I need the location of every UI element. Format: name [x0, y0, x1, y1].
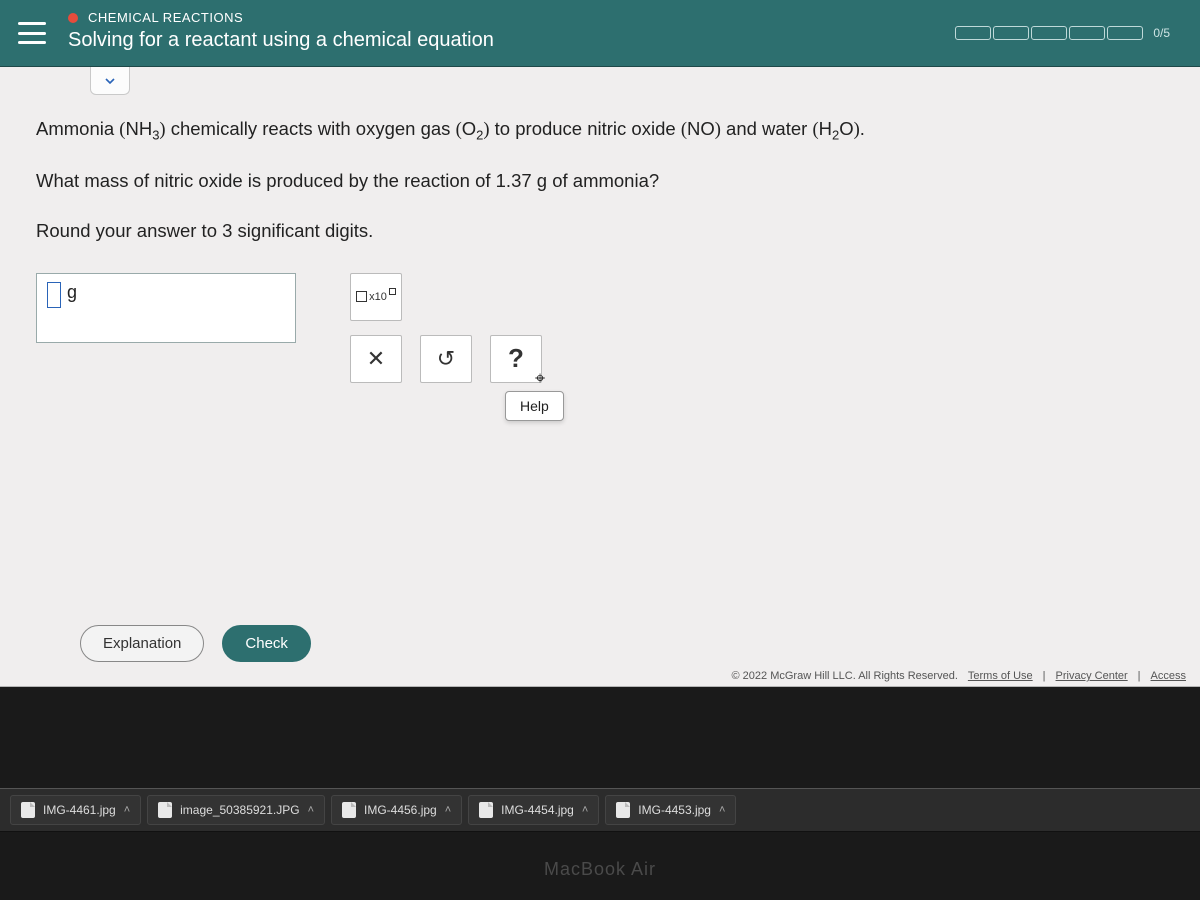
- download-item[interactable]: IMG-4454.jpg ˄: [468, 795, 599, 825]
- file-icon: [21, 802, 35, 818]
- record-dot-icon: [68, 13, 78, 23]
- file-icon: [342, 802, 356, 818]
- lesson-category: CHEMICAL REACTIONS: [88, 10, 243, 25]
- explanation-button[interactable]: Explanation: [80, 625, 204, 662]
- download-filename: IMG-4453.jpg: [638, 803, 711, 817]
- chevron-up-icon: ˄: [124, 804, 130, 816]
- download-filename: IMG-4461.jpg: [43, 803, 116, 817]
- q-text: and water: [726, 118, 812, 139]
- sci-notation-button[interactable]: x10: [350, 273, 402, 321]
- copyright-text: © 2022 McGraw Hill LLC. All Rights Reser…: [732, 670, 958, 682]
- file-icon: [479, 802, 493, 818]
- download-filename: IMG-4456.jpg: [364, 803, 437, 817]
- file-icon: [158, 802, 172, 818]
- menu-icon[interactable]: [18, 22, 46, 44]
- chevron-up-icon: ˄: [719, 804, 725, 816]
- tool-palette: x10 ✕ ↺ ? ⌖ Help: [350, 273, 542, 383]
- progress-boxes: [955, 26, 1143, 40]
- chevron-up-icon: ˄: [445, 804, 451, 816]
- divider: |: [1043, 670, 1046, 682]
- download-item[interactable]: IMG-4456.jpg ˄: [331, 795, 462, 825]
- device-label: MacBook Air: [544, 859, 656, 880]
- question-text: Ammonia (NH3) chemically reacts with oxy…: [36, 115, 1164, 245]
- q-text: Ammonia: [36, 118, 119, 139]
- formula-h2o-a: H: [819, 118, 832, 139]
- download-filename: IMG-4454.jpg: [501, 803, 574, 817]
- chevron-up-icon: ˄: [582, 804, 588, 816]
- help-button[interactable]: ?: [490, 335, 542, 383]
- download-item[interactable]: IMG-4461.jpg ˄: [10, 795, 141, 825]
- question-line2: What mass of nitric oxide is produced by…: [36, 167, 1164, 195]
- x10-label: x10: [369, 291, 387, 303]
- help-tooltip: Help: [505, 391, 564, 421]
- x-icon: ✕: [367, 346, 385, 372]
- lesson-header: CHEMICAL REACTIONS Solving for a reactan…: [0, 0, 1200, 67]
- exponent-box-icon: [389, 288, 396, 295]
- undo-icon: ↺: [437, 346, 455, 372]
- progress-label: 0/5: [1153, 26, 1170, 40]
- answer-input[interactable]: g: [36, 273, 296, 343]
- chevron-up-icon: ˄: [308, 804, 314, 816]
- formula-o2: O: [462, 118, 476, 139]
- q-text: to produce nitric oxide: [495, 118, 681, 139]
- chevron-down-icon: [102, 73, 118, 89]
- formula-h2o-b: O: [839, 118, 853, 139]
- q-text: chemically reacts with oxygen gas: [171, 118, 456, 139]
- question-mark-icon: ?: [508, 343, 524, 374]
- clear-button[interactable]: ✕: [350, 335, 402, 383]
- formula-nh3: NH: [125, 118, 152, 139]
- answer-unit: g: [67, 282, 77, 303]
- collapse-panel-button[interactable]: [90, 67, 130, 95]
- legal-footer: © 2022 McGraw Hill LLC. All Rights Reser…: [732, 670, 1186, 682]
- divider: |: [1138, 670, 1141, 682]
- progress-indicator: 0/5: [955, 26, 1170, 40]
- workspace: Ammonia (NH3) chemically reacts with oxy…: [0, 67, 1200, 687]
- placeholder-box-icon: [356, 291, 367, 302]
- question-line3: Round your answer to 3 significant digit…: [36, 217, 1164, 245]
- file-icon: [616, 802, 630, 818]
- input-cursor: [47, 282, 61, 308]
- access-link[interactable]: Access: [1151, 670, 1186, 682]
- download-item[interactable]: IMG-4453.jpg ˄: [605, 795, 736, 825]
- downloads-shelf: IMG-4461.jpg˄image_50385921.JPG˄IMG-4456…: [0, 788, 1200, 832]
- undo-button[interactable]: ↺: [420, 335, 472, 383]
- formula-no: NO: [687, 118, 715, 139]
- privacy-link[interactable]: Privacy Center: [1056, 670, 1128, 682]
- check-button[interactable]: Check: [222, 625, 311, 662]
- download-item[interactable]: image_50385921.JPG ˄: [147, 795, 325, 825]
- download-filename: image_50385921.JPG: [180, 803, 299, 817]
- terms-link[interactable]: Terms of Use: [968, 670, 1033, 682]
- q-text: .: [860, 118, 865, 139]
